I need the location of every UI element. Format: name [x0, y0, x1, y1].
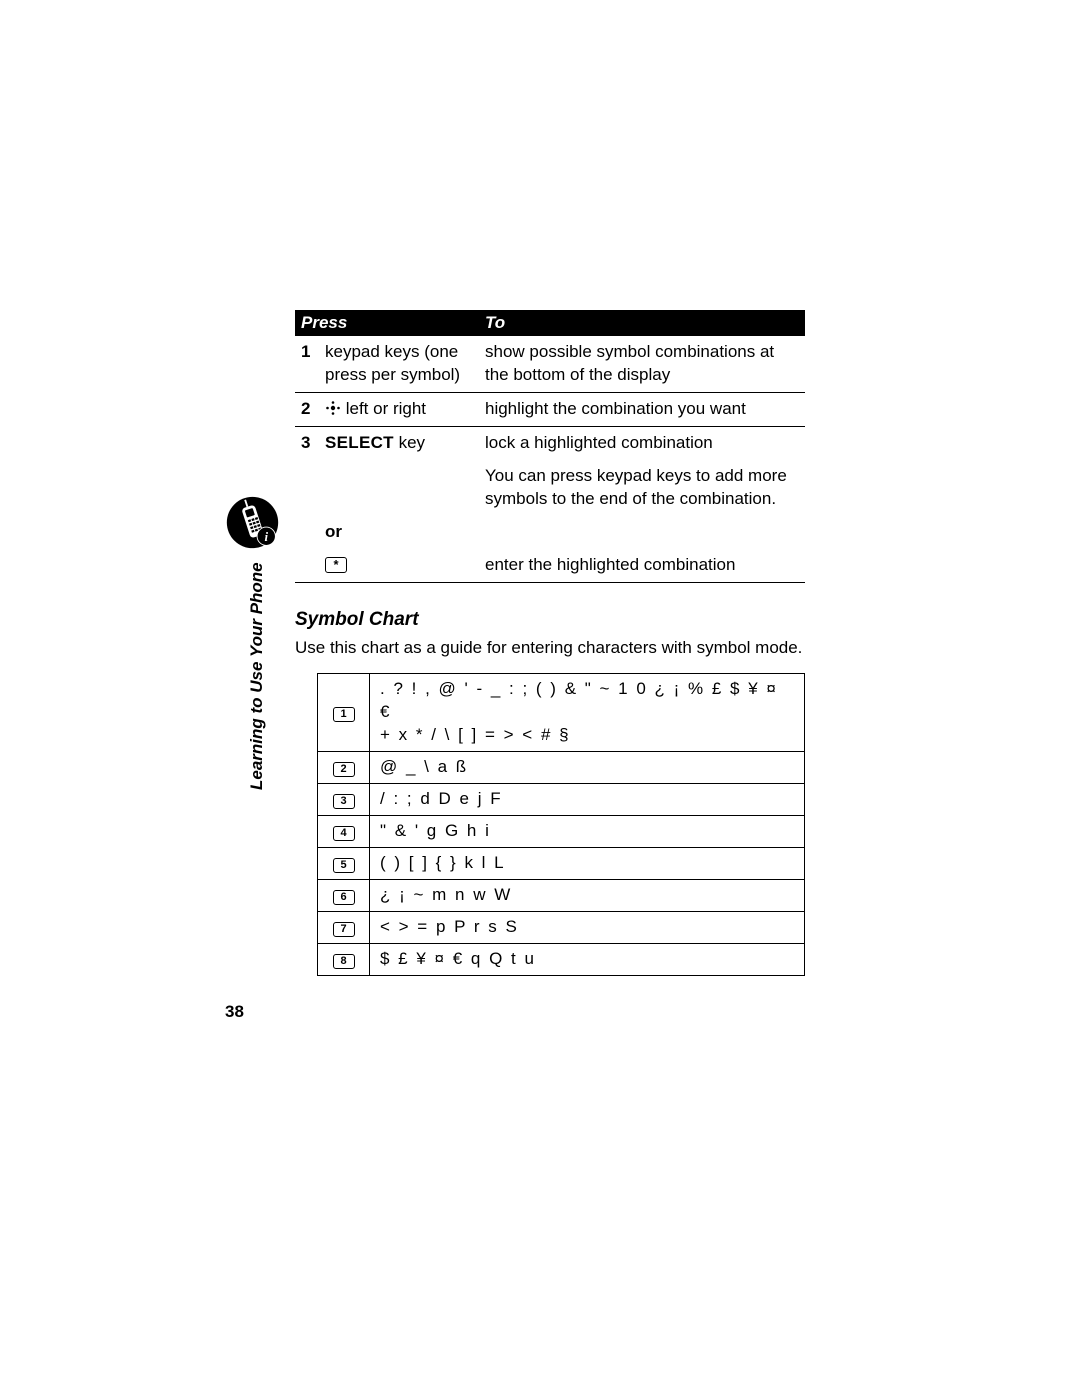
page-number: 38 — [225, 1002, 244, 1022]
chars-cell: / : ; d D e j F — [370, 784, 805, 816]
section-title: Symbol Chart — [295, 609, 805, 631]
table-row: * enter the highlighted combination — [295, 549, 805, 582]
chars-cell: " & ' g G h i — [370, 816, 805, 848]
table-row: 3 / : ; d D e j F — [318, 784, 805, 816]
keypad-key-icon: 6 — [333, 890, 355, 905]
select-key-label: SELECT — [325, 433, 394, 452]
to-extra-text: You can press keypad keys to add more sy… — [485, 465, 799, 511]
keypad-key-icon: 5 — [333, 858, 355, 873]
table-row: 1 . ? ! , @ ' - _ : ; ( ) & " ~ 1 0 ¿ ¡ … — [318, 674, 805, 752]
to-cell: enter the highlighted combination — [479, 549, 805, 582]
key-cell: 4 — [318, 816, 370, 848]
keypad-key-icon: 7 — [333, 922, 355, 937]
symbol-chart-table: 1 . ? ! , @ ' - _ : ; ( ) & " ~ 1 0 ¿ ¡ … — [317, 673, 805, 975]
keypad-key-icon: 2 — [333, 762, 355, 777]
sidebar-chapter-label: Learning to Use Your Phone — [247, 562, 267, 790]
press-cell: * — [319, 549, 479, 582]
table-row: 7 < > = p P r s S — [318, 911, 805, 943]
chars-line: + x * / \ [ ] = > < # § — [380, 725, 571, 744]
to-text: lock a highlighted combination — [485, 432, 799, 455]
header-to: To — [479, 310, 805, 336]
key-cell: 8 — [318, 943, 370, 975]
table-row: 6 ¿ ¡ ~ m n w W — [318, 880, 805, 912]
key-cell: 7 — [318, 911, 370, 943]
keypad-key-icon: 3 — [333, 794, 355, 809]
table-row: 3 SELECT key lock a highlighted combinat… — [295, 426, 805, 515]
or-label: or — [319, 516, 479, 549]
key-cell: 6 — [318, 880, 370, 912]
header-press: Press — [295, 310, 479, 336]
press-text: key — [394, 433, 425, 452]
table-row: 1 keypad keys (one press per symbol) sho… — [295, 336, 805, 392]
chars-cell: ¿ ¡ ~ m n w W — [370, 880, 805, 912]
key-cell: 3 — [318, 784, 370, 816]
chars-cell: ( ) [ ] { } k l L — [370, 848, 805, 880]
table-header-row: Press To — [295, 310, 805, 336]
chars-cell: $ £ ¥ ¤ € q Q t u — [370, 943, 805, 975]
to-cell: lock a highlighted combination You can p… — [479, 426, 805, 515]
chars-cell: @ _ \ a ß — [370, 752, 805, 784]
page-content: Press To 1 keypad keys (one press per sy… — [295, 310, 805, 976]
star-key-icon: * — [325, 557, 347, 573]
chars-cell: . ? ! , @ ' - _ : ; ( ) & " ~ 1 0 ¿ ¡ % … — [370, 674, 805, 752]
table-row: 4 " & ' g G h i — [318, 816, 805, 848]
chars-cell: < > = p P r s S — [370, 911, 805, 943]
press-cell: keypad keys (one press per symbol) — [319, 336, 479, 392]
press-cell: left or right — [319, 392, 479, 426]
table-row: 2 left or right highlight the combinatio… — [295, 392, 805, 426]
step-number: 1 — [295, 336, 319, 392]
keypad-key-icon: 8 — [333, 954, 355, 969]
key-cell: 5 — [318, 848, 370, 880]
press-cell: SELECT key — [319, 426, 479, 515]
chars-line: . ? ! , @ ' - _ : ; ( ) & " ~ 1 0 ¿ ¡ % … — [380, 679, 778, 721]
to-cell: highlight the combination you want — [479, 392, 805, 426]
key-cell: 1 — [318, 674, 370, 752]
table-row: or — [295, 516, 805, 549]
key-cell: 2 — [318, 752, 370, 784]
step-number: 3 — [295, 426, 319, 515]
to-cell: show possible symbol combinations at the… — [479, 336, 805, 392]
table-row: 2 @ _ \ a ß — [318, 752, 805, 784]
intro-text: Use this chart as a guide for entering c… — [295, 637, 805, 660]
nav-key-icon — [325, 400, 341, 416]
instruction-table: Press To 1 keypad keys (one press per sy… — [295, 310, 805, 583]
svg-text:i: i — [264, 530, 268, 544]
keypad-key-icon: 1 — [333, 707, 355, 722]
press-text: left or right — [341, 399, 426, 418]
table-row: 8 $ £ ¥ ¤ € q Q t u — [318, 943, 805, 975]
table-row: 5 ( ) [ ] { } k l L — [318, 848, 805, 880]
phone-info-icon: i — [225, 495, 280, 550]
keypad-key-icon: 4 — [333, 826, 355, 841]
step-number: 2 — [295, 392, 319, 426]
